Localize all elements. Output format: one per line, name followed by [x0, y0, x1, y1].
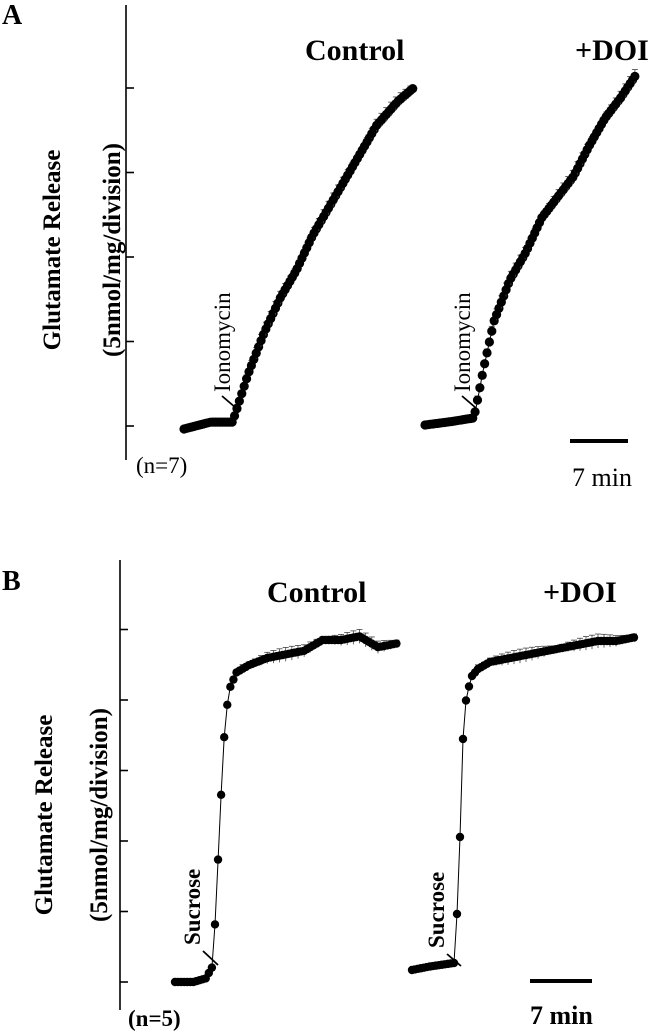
panel-a-doi-point	[472, 395, 483, 405]
panel-b-control-stim-label: Sucrose	[180, 869, 205, 945]
panel-b-doi-point	[461, 696, 471, 705]
panel-a-control-series	[179, 84, 418, 434]
panel-a-control-label: Control	[305, 34, 404, 67]
panel-b-doi-point	[449, 958, 459, 968]
panel-a-doi-stim-arrow	[461, 395, 477, 409]
panel-b-y-axis	[119, 560, 128, 1010]
panel-b-control-point	[392, 639, 401, 648]
panel-a-ylabel-line1: Glutamate Release	[39, 150, 66, 351]
panel-b-control-label: Control	[267, 576, 366, 609]
panel-b-n-label: (n=5)	[128, 1006, 181, 1031]
panel-a-doi-point	[630, 71, 640, 81]
panel-b-doi-series	[407, 633, 639, 975]
panel-b-doi-point	[629, 633, 639, 642]
panel-a-y-axis	[125, 5, 134, 460]
panel-b-scale-label: 7 min	[530, 1001, 593, 1030]
panel-a-control-point	[234, 396, 244, 406]
panel-a-ylabel-line2: (5nmol/mg/division)	[99, 143, 126, 357]
panel-b-doi-point	[458, 734, 468, 744]
panel-b-control-point	[220, 733, 229, 742]
panel-b-ylabel-line2: (5nmol/mg/division)	[86, 708, 113, 922]
panel-b-control-point	[226, 682, 235, 691]
panel-b-control-series	[170, 629, 401, 987]
panel-b-letter: B	[2, 566, 21, 597]
panel-a-doi-point	[480, 359, 490, 369]
panel-b-ylabel-line1: Glutamate Release	[31, 715, 58, 916]
panel-a-doi-series	[420, 69, 640, 430]
panel-b-control-point	[216, 790, 226, 799]
panel-a-doi-stim-label: Ionomycin	[450, 292, 475, 392]
panel-a-control-point	[229, 411, 240, 421]
panel-a-doi-label: +DOI	[575, 34, 649, 67]
panel-b-control-point	[207, 963, 217, 972]
panel-a-ylabel: Glutamate Release (5nmol/mg/division)	[39, 143, 126, 357]
panel-b-control-line	[175, 635, 397, 983]
panel-a-control-point	[408, 84, 418, 94]
panel-a-doi-point	[487, 326, 497, 336]
panel-b-doi-stim-label: Sucrose	[424, 872, 449, 948]
panel-b-ylabel: Glutamate Release (5nmol/mg/division)	[31, 708, 113, 922]
panel-a-control-point	[237, 389, 247, 399]
panel-b-doi-point	[464, 682, 474, 691]
panel-b-doi-label: +DOI	[543, 576, 617, 609]
panel-a-control-point	[239, 381, 249, 391]
panel-a-doi-point	[475, 383, 485, 393]
panel-a-control-point	[232, 403, 242, 414]
panel-a-scale-label: 7 min	[572, 463, 632, 492]
panel-b-control-point	[223, 700, 232, 709]
panel-a-control-point	[241, 374, 252, 384]
panel-a-letter: A	[2, 0, 23, 31]
panel-a-n-label: (n=7)	[136, 453, 187, 478]
panel-a-control-stim-label: Ionomycin	[210, 292, 235, 392]
panel-b-doi-point	[452, 909, 462, 919]
panel-a-doi-point	[484, 337, 494, 347]
panel-b-control-point	[229, 675, 238, 684]
panel-a-doi-point	[470, 407, 480, 417]
panel-a-doi-point	[482, 348, 492, 358]
panel-b-control-point	[213, 855, 223, 864]
panel-b-control-stim-arrow	[202, 950, 219, 966]
panel-b-control-point	[210, 920, 220, 929]
panel-b-doi-point	[455, 832, 465, 842]
panel-a-doi-point	[477, 370, 487, 380]
